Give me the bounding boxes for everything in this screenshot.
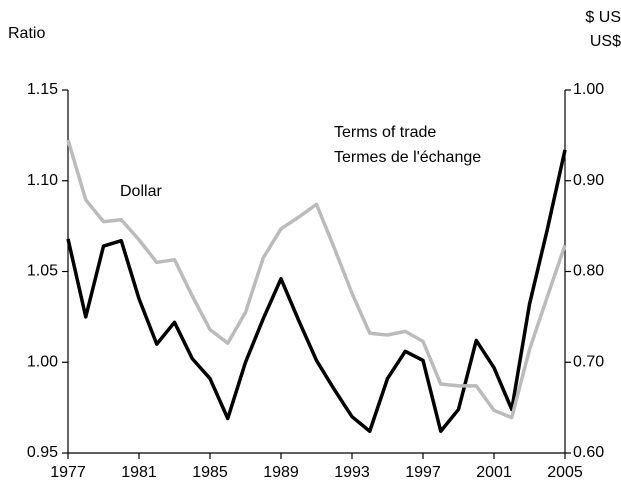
x-tick-label: 1997 [405,464,441,481]
series-line [66,139,567,420]
y2-tick-label: 0.60 [573,444,604,461]
x-tick-label: 2001 [476,464,512,481]
x-tick-label: 1993 [334,464,370,481]
x-tick-label: 2005 [547,464,583,481]
y2-tick-label: 0.70 [573,353,604,370]
y-tick-label: 0.95 [27,444,58,461]
annotation: Termes de l'échange [334,149,481,166]
y-tick-label: 1.00 [27,353,58,370]
y2-axis-label: US$ [590,33,621,50]
y-axis-label: Ratio [8,25,45,42]
x-tick-label: 1985 [192,464,228,481]
y2-tick-label: 0.90 [573,172,604,189]
x-tick-label: 1977 [50,464,86,481]
y-tick-label: 1.15 [27,81,58,98]
series-label: Terms of trade [334,124,436,141]
y2-tick-label: 0.80 [573,263,604,280]
y2-tick-label: 1.00 [573,81,604,98]
y-tick-label: 1.10 [27,172,58,189]
x-tick-label: 1989 [263,464,299,481]
series-line [66,149,567,433]
x-tick-label: 1981 [121,464,157,481]
series-label: Dollar [120,183,162,200]
y-tick-label: 1.05 [27,263,58,280]
y2-axis-label: $ US [585,9,621,26]
